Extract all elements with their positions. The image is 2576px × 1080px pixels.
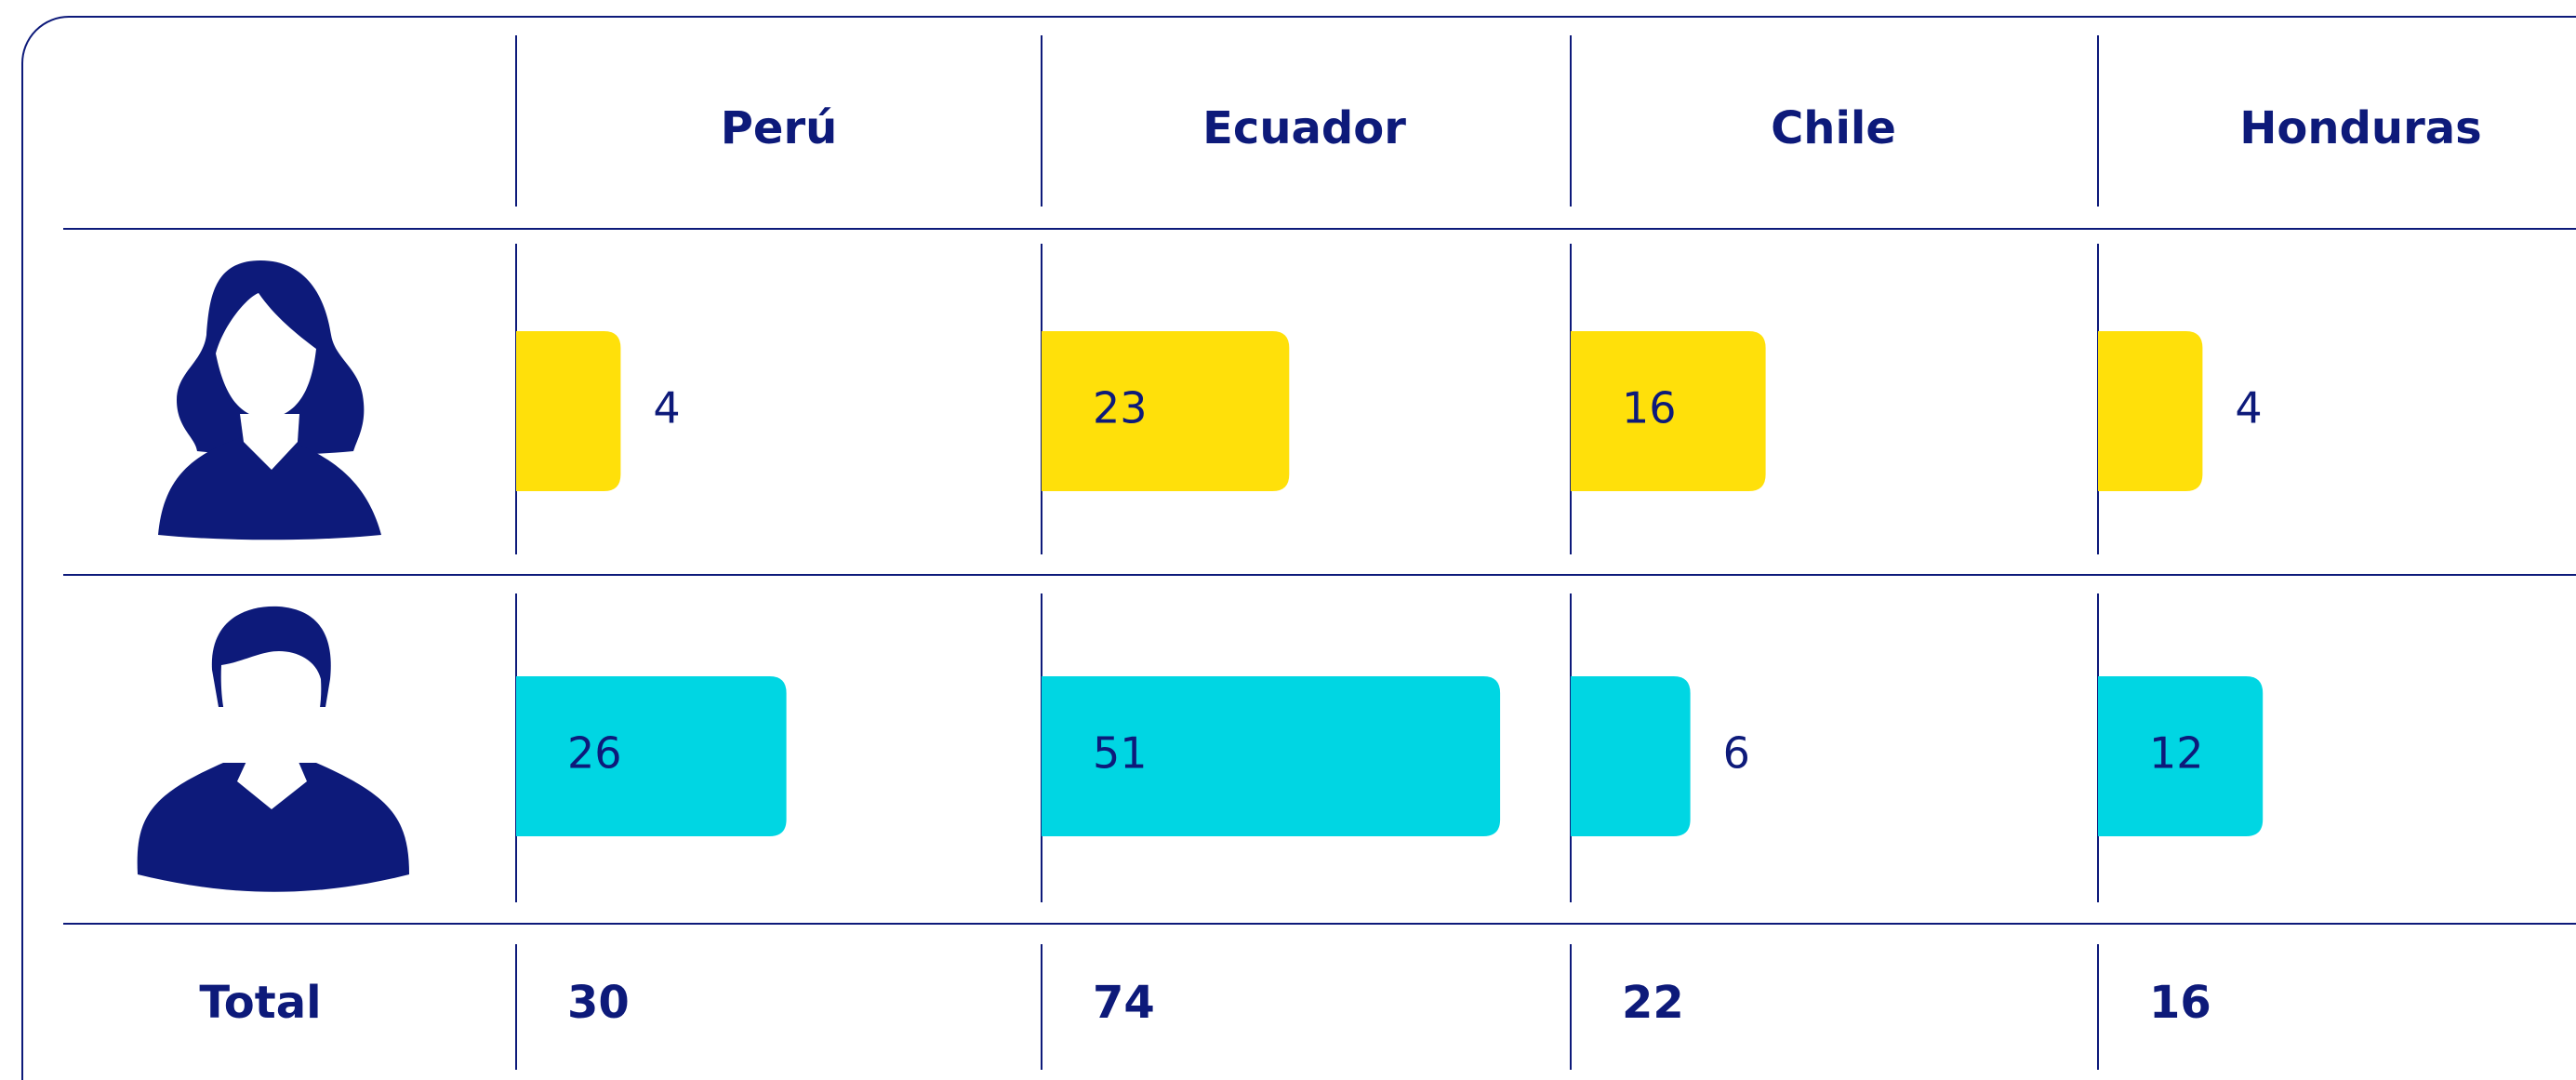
bar [1571, 676, 1691, 836]
table-card: Perú Ecuador Chile Honduras 4 23 16 4 26 51 6 12 Tot… [0, 0, 2576, 1080]
man-icon [138, 607, 409, 892]
column-header: Perú [721, 102, 838, 154]
bar [1042, 331, 1289, 491]
bar-value: 4 [2235, 383, 2262, 433]
bar-value: 12 [2149, 728, 2204, 779]
bar-value: 4 [653, 383, 680, 433]
total-value: 74 [1093, 977, 1155, 1029]
bar-value: 23 [1093, 383, 1148, 433]
total-label: Total [199, 977, 321, 1029]
total-value: 16 [2149, 977, 2211, 1029]
bar [2098, 331, 2202, 491]
bar [516, 676, 787, 836]
bar-value: 51 [1093, 728, 1148, 779]
card-border [22, 17, 2576, 1080]
bar-value: 16 [1622, 383, 1677, 433]
total-value: 30 [567, 977, 630, 1029]
total-value: 22 [1622, 977, 1684, 1029]
column-header: Ecuador [1202, 102, 1406, 154]
page: {"table": { "columns": ["Perú", "Ecuador… [0, 0, 2576, 1080]
bar-value: 6 [1723, 728, 1750, 779]
column-header: Chile [1771, 102, 1896, 154]
woman-icon [158, 260, 381, 540]
bar-value: 26 [567, 728, 622, 779]
column-header: Honduras [2239, 102, 2481, 154]
bar [516, 331, 620, 491]
